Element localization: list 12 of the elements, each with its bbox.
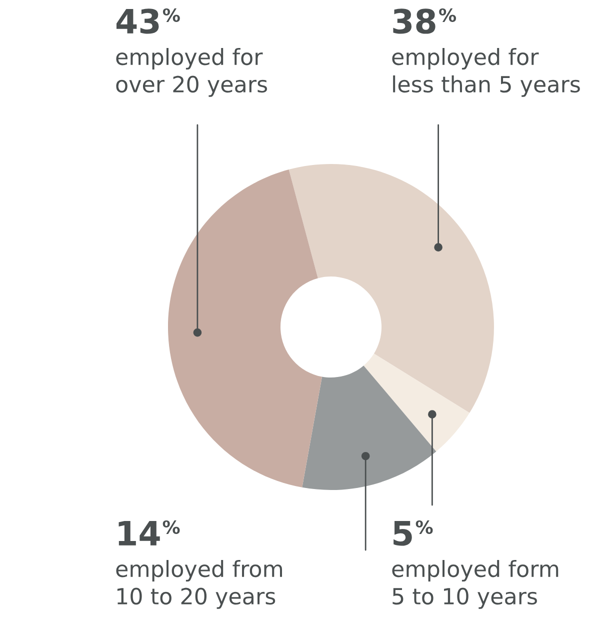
data-label: 14%	[118, 520, 180, 546]
slice-label: employed for over 20 years	[116, 48, 268, 97]
donut-slice	[302, 366, 436, 490]
donut-slice	[168, 170, 322, 488]
data-label: 38%	[393, 8, 456, 34]
slice-label: employed from 10 to 20 years	[116, 560, 282, 609]
slice-label: employed form 5 to 10 years	[392, 560, 558, 609]
donut-slice	[364, 354, 470, 452]
data-label: 5%	[394, 520, 433, 546]
data-label: 43%	[116, 8, 180, 34]
donut-slice	[288, 164, 494, 413]
slice-label: employed for less than 5 years	[392, 48, 580, 97]
